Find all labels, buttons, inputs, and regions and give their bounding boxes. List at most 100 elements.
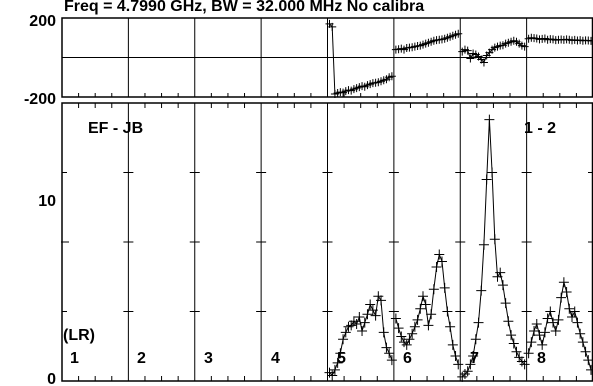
data-point (539, 327, 550, 338)
phase-axis: 200 -200 (24, 13, 56, 108)
data-point (436, 256, 447, 267)
data-marks (324, 19, 593, 382)
data-point (478, 239, 489, 250)
data-point (447, 339, 458, 350)
data-point (459, 369, 470, 380)
data-point (354, 312, 365, 323)
phase-series-line (329, 23, 393, 95)
data-point (465, 359, 476, 370)
panel-label: 1 (70, 350, 79, 367)
data-point (569, 306, 580, 317)
data-point (463, 46, 472, 55)
data-point (531, 319, 542, 330)
data-point (466, 54, 475, 63)
data-point (583, 355, 593, 366)
baseline-label: EF - JB (88, 120, 143, 137)
data-point (572, 317, 583, 328)
data-point (497, 280, 508, 291)
data-point (516, 356, 527, 367)
data-point (445, 321, 456, 332)
data-point (586, 364, 593, 375)
data-point (545, 306, 556, 317)
panel-label: 8 (537, 350, 546, 367)
panel-labels: 1 2 3 4 5 6 7 8 (70, 350, 546, 367)
data-point (423, 320, 434, 331)
data-point (508, 338, 519, 349)
data-point (489, 234, 500, 245)
data-point (523, 348, 534, 359)
data-point (399, 337, 410, 348)
data-point (481, 174, 492, 185)
data-point (390, 313, 401, 324)
data-point (351, 319, 362, 330)
data-point (520, 42, 529, 51)
data-point (550, 325, 561, 336)
amplitude-series-line (461, 119, 525, 378)
data-point (567, 312, 578, 323)
data-point (428, 284, 439, 295)
data-point (506, 330, 517, 341)
data-point (362, 309, 373, 320)
data-point (484, 114, 495, 125)
data-point (519, 359, 530, 370)
data-point (415, 303, 426, 314)
data-point (348, 316, 359, 327)
amplitude-axis: 10 0 (38, 193, 56, 386)
data-point (434, 249, 445, 260)
data-point (548, 317, 559, 328)
plot-frames (61, 17, 593, 382)
data-point (462, 366, 473, 377)
data-point (492, 271, 503, 282)
amplitude-series-line (395, 252, 459, 365)
data-point (431, 262, 442, 273)
data-point (426, 309, 437, 320)
data-point (553, 314, 564, 325)
chart-title: Freq = 4.7990 GHz, BW = 32.000 MHz No ca… (64, 0, 424, 15)
data-point (580, 346, 591, 357)
amplitude-tick-label-mid: 10 (38, 193, 56, 210)
data-point (534, 330, 545, 341)
data-point (404, 334, 415, 345)
data-point (577, 337, 588, 348)
data-point (457, 371, 468, 382)
data-point (442, 306, 453, 317)
data-point (417, 291, 428, 302)
if-range-label: 1 - 2 (524, 120, 556, 137)
panel-label: 4 (271, 350, 280, 367)
data-point (365, 299, 376, 310)
data-point (412, 314, 423, 325)
data-point (450, 350, 461, 361)
panel-label: 5 (337, 350, 346, 367)
data-point (387, 72, 396, 81)
data-point (511, 346, 522, 357)
data-point (500, 298, 511, 309)
data-point (396, 331, 407, 342)
data-point (338, 334, 349, 345)
data-point (468, 350, 479, 361)
data-point (409, 321, 420, 332)
data-point (420, 299, 431, 310)
data-point (381, 342, 392, 353)
data-point (332, 357, 343, 368)
data-point (470, 334, 481, 345)
polarization-label: (LR) (63, 327, 95, 344)
data-point (328, 22, 337, 31)
data-point (453, 359, 464, 370)
data-point (346, 320, 357, 331)
data-point (503, 316, 514, 327)
data-point (386, 355, 397, 366)
data-point (529, 325, 540, 336)
data-point (367, 305, 378, 316)
data-point (335, 348, 346, 359)
data-point (324, 367, 335, 378)
data-point (479, 58, 488, 67)
data-point (343, 321, 354, 332)
data-point (495, 267, 506, 278)
data-point (454, 29, 463, 38)
data-point (376, 295, 387, 306)
data-point (476, 285, 487, 296)
data-point (561, 287, 572, 298)
data-point (556, 292, 567, 303)
data-point (359, 317, 370, 328)
